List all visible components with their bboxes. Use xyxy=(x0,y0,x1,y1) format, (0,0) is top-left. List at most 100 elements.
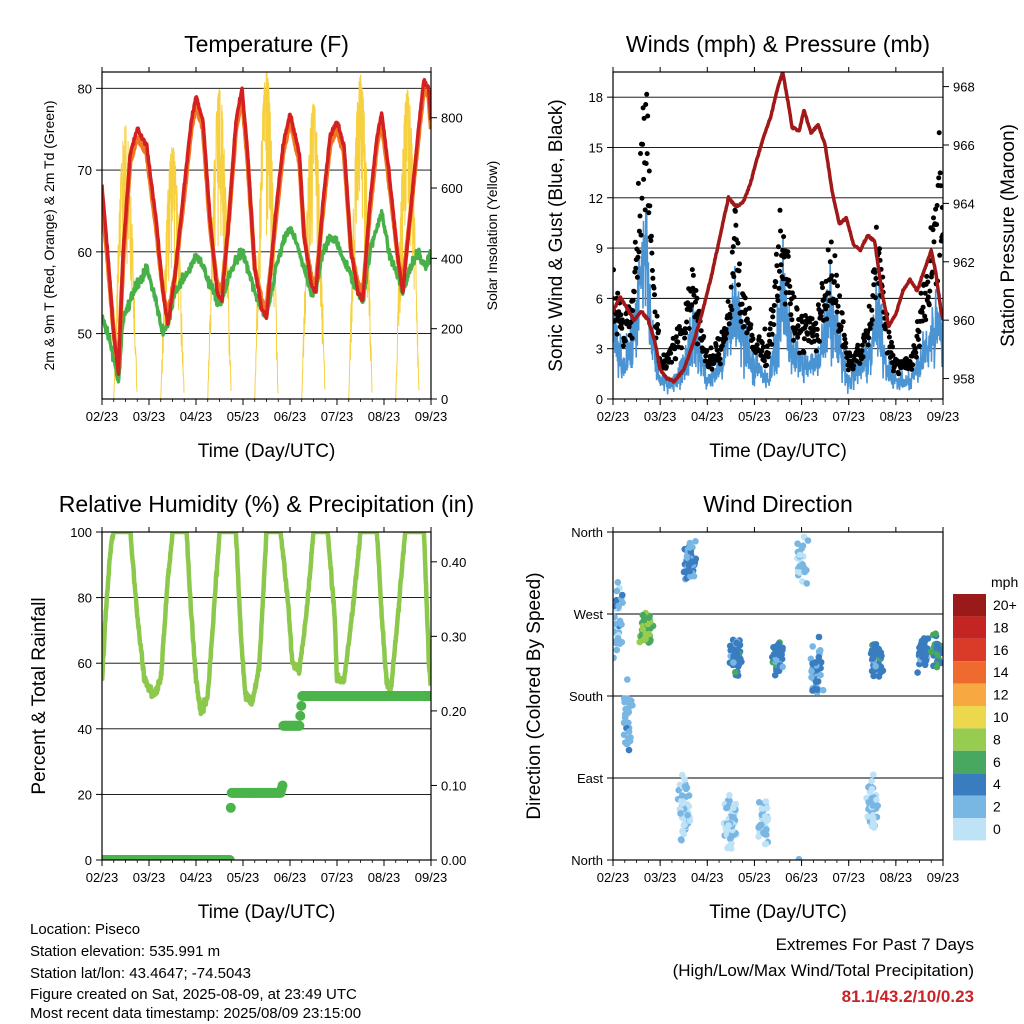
gust-point xyxy=(648,238,654,244)
direction-point xyxy=(613,587,621,595)
y-tick-label: South xyxy=(569,689,603,704)
chart-title: Wind Direction xyxy=(703,491,853,517)
direction-point xyxy=(733,650,741,658)
gust-point xyxy=(746,305,752,311)
gust-point xyxy=(687,307,693,313)
direction-point xyxy=(808,674,815,681)
direction-point xyxy=(613,646,621,654)
gust-point xyxy=(868,321,874,327)
gust-point xyxy=(771,303,777,308)
x-tick-label: 08/23 xyxy=(368,409,401,424)
y-tick-label: 40 xyxy=(78,722,92,737)
gust-point xyxy=(938,183,943,189)
gust-point xyxy=(733,222,739,228)
y2-axis-label: Solar Insolation (Yellow) xyxy=(484,161,500,311)
gust-point xyxy=(808,325,814,331)
y-axis-label: Percent & Total Rainfall xyxy=(29,597,50,794)
gust-point xyxy=(833,298,839,304)
gust-point xyxy=(735,240,741,246)
gust-point xyxy=(890,344,895,350)
gust-point xyxy=(650,275,656,281)
colorbar-label: 16 xyxy=(993,642,1009,658)
colorbar-swatch xyxy=(953,594,986,617)
gust-point xyxy=(639,195,645,201)
gust-point xyxy=(684,319,690,325)
gust-point xyxy=(759,348,765,354)
y2-tick-label: 0.20 xyxy=(441,704,466,719)
rainfall-point xyxy=(224,855,235,860)
x-tick-label: 03/23 xyxy=(133,870,166,885)
gust-point xyxy=(772,284,778,290)
gust-point xyxy=(781,234,787,240)
direction-point xyxy=(726,792,733,799)
x-tick-label: 06/23 xyxy=(785,870,818,885)
gust-point xyxy=(936,175,942,181)
gust-point xyxy=(931,215,936,221)
colorbar-label: 10 xyxy=(993,709,1009,725)
gust-point xyxy=(787,301,793,307)
direction-point xyxy=(812,678,820,686)
gust-point xyxy=(641,115,647,121)
gust-point xyxy=(867,326,873,332)
direction-point xyxy=(613,638,620,645)
gust-point xyxy=(632,239,638,245)
direction-point xyxy=(681,821,688,828)
gust-point xyxy=(936,130,942,136)
direction-point xyxy=(927,648,935,655)
gust-point xyxy=(775,244,781,250)
y2-tick-label: 0.00 xyxy=(441,853,466,868)
gust-point xyxy=(909,366,915,372)
direction-point xyxy=(872,662,879,670)
x-tick-label: 09/23 xyxy=(415,870,448,885)
gust-point xyxy=(809,316,815,322)
footer-location: Location: Piseco xyxy=(30,921,141,938)
gust-point xyxy=(886,334,892,340)
direction-point xyxy=(624,676,631,683)
direction-point xyxy=(870,771,877,778)
y2-tick-label: 960 xyxy=(953,313,975,328)
gust-point xyxy=(652,292,657,298)
direction-point xyxy=(755,833,762,840)
direction-point xyxy=(758,821,765,829)
y-tick-label: 15 xyxy=(589,140,603,155)
gust-point xyxy=(831,279,837,285)
colorbar-label: 18 xyxy=(993,619,1009,635)
direction-point xyxy=(728,840,735,847)
direction-point xyxy=(622,739,629,746)
colorbar-swatch xyxy=(953,661,986,684)
gust-point xyxy=(773,251,779,257)
y2-tick-label: 0 xyxy=(441,392,448,407)
gust-point xyxy=(859,348,865,354)
gust-point xyxy=(754,342,760,348)
gust-point xyxy=(786,277,792,283)
gust-point xyxy=(655,322,661,327)
x-tick-label: 02/23 xyxy=(86,870,119,885)
direction-point xyxy=(624,695,631,702)
gust-point xyxy=(717,356,723,362)
x-tick-label: 07/23 xyxy=(321,409,354,424)
direction-point xyxy=(683,554,691,561)
y2-tick-label: 964 xyxy=(953,196,975,211)
x-tick-label: 07/23 xyxy=(832,409,865,424)
direction-point xyxy=(778,651,785,658)
gust-point xyxy=(939,205,943,210)
gust-point xyxy=(646,210,652,216)
direction-point xyxy=(755,799,763,806)
gust-point xyxy=(708,345,714,351)
gust-point xyxy=(682,335,688,341)
direction-point xyxy=(868,777,875,785)
gust-point xyxy=(841,332,847,338)
gust-point xyxy=(668,350,674,356)
x-tick-label: 03/23 xyxy=(644,409,677,424)
direction-point xyxy=(613,654,617,662)
direction-point xyxy=(621,711,629,718)
gust-point xyxy=(871,282,877,288)
y2-tick-label: 962 xyxy=(953,255,975,270)
gust-point xyxy=(803,322,809,328)
gust-point xyxy=(764,362,769,368)
gust-point xyxy=(704,348,710,354)
gust-point xyxy=(638,151,643,156)
gust-point xyxy=(730,244,736,250)
gust-point xyxy=(862,338,867,344)
gust-point xyxy=(634,274,640,280)
